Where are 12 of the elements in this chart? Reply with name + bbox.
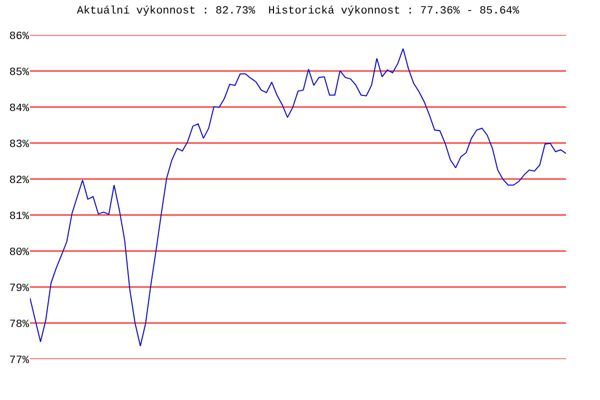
y-tick-label: 79% [9,282,30,295]
y-tick-label: 82% [9,174,30,187]
y-tick-label: 78% [9,318,30,331]
y-tick-label: 85% [9,66,30,79]
chart-title: Aktuální výkonnost : 82.73% Historická výkonnost : 77.36% - 85.64% [76,6,520,18]
y-tick-label: 83% [9,138,30,151]
y-tick-label: 86% [9,30,30,43]
y-tick-label: 81% [9,210,30,223]
line-series [30,48,566,347]
y-tick-label: 84% [9,102,30,115]
y-tick-label: 80% [9,246,30,259]
y-tick-label: 77% [9,354,30,367]
